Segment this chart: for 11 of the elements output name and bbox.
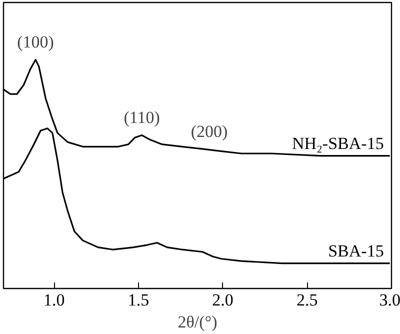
x-tick-label: 1.5 (128, 290, 150, 310)
x-tick-label: 2.5 (296, 290, 318, 310)
series-label: SBA-15 (328, 241, 384, 260)
x-tick-label: 1.0 (43, 290, 65, 310)
x-tick-label: 2.0 (212, 290, 234, 310)
annotation: (110) (124, 108, 160, 128)
annotation: (200) (190, 122, 228, 141)
x-tick-label: 3.0 (379, 290, 400, 310)
annotation: (100) (17, 32, 54, 52)
x-axis-title: 2θ/(°) (178, 312, 218, 332)
series-label: NH₂-SBA-15 (292, 134, 384, 153)
